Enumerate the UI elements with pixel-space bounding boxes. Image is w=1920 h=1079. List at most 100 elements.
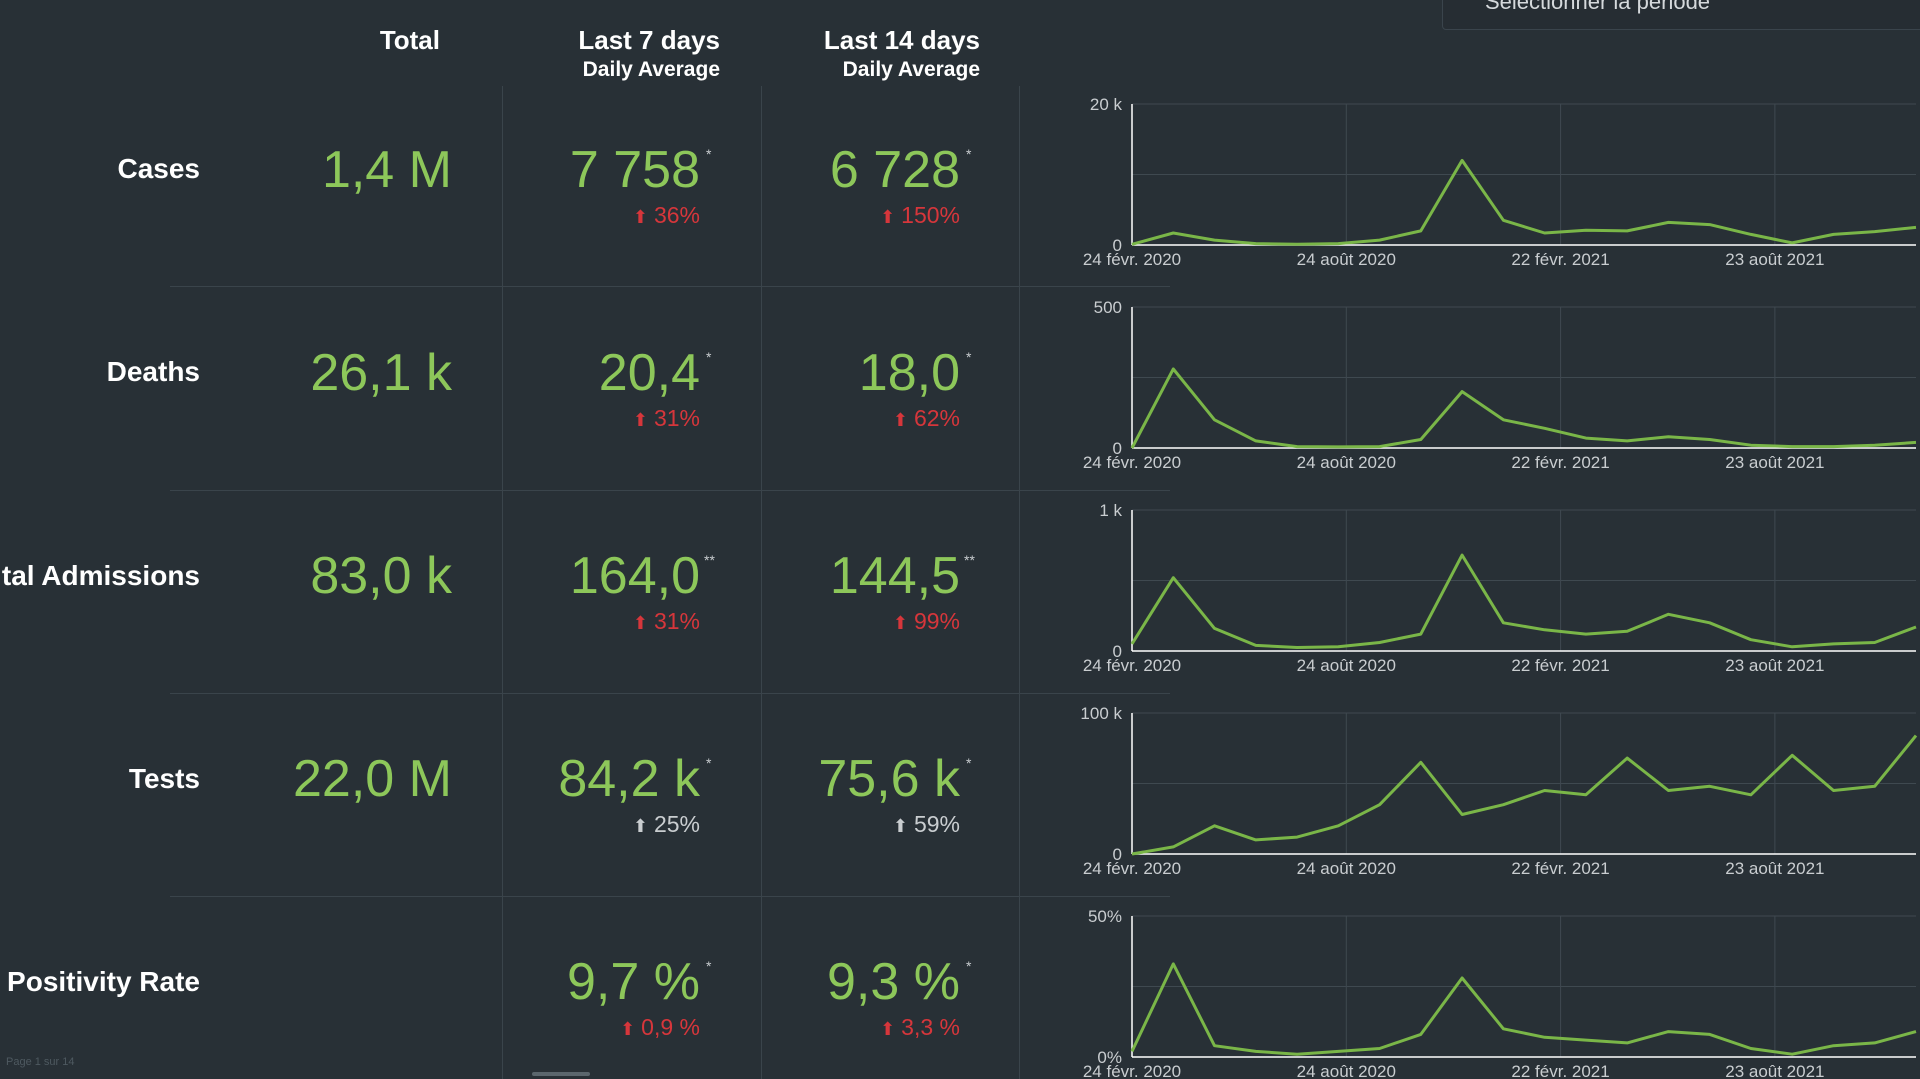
chg7-positivity: ⬆ 0,9 %	[620, 1014, 700, 1040]
avg7-positivity: 9,7 %	[567, 953, 700, 1011]
up-arrow-icon: ⬆	[632, 613, 648, 633]
avg14-tests: 75,6 k	[818, 750, 960, 808]
x-tick-label: 24 août 2020	[1297, 453, 1396, 472]
x-tick-label: 24 févr. 2020	[1083, 1062, 1181, 1079]
header-last7: Last 7 days	[578, 25, 720, 55]
avg14-deaths: 18,0	[858, 344, 960, 402]
avg14-cases: 6 728	[829, 141, 960, 199]
row-divider	[170, 286, 1170, 287]
deaths-chart: 24 févr. 2020 24 août 2020 22 févr. 2021 23…	[1083, 298, 1917, 472]
horizontal-scrollbar[interactable]	[532, 1072, 590, 1076]
up-arrow-icon: ⬆	[632, 207, 648, 227]
row-label-tests: Tests	[128, 763, 200, 794]
avg7-tests: 84,2 k	[558, 750, 700, 808]
x-tick-label: 22 févr. 2021	[1511, 656, 1609, 675]
tests-chart: 24 févr. 2020 24 août 2020 22 févr. 2021 23…	[1080, 704, 1918, 878]
y-tick-label: 0	[1113, 439, 1122, 458]
header-last7-sub: Daily Average	[582, 58, 720, 81]
series-line	[1130, 367, 1917, 449]
series-line	[1131, 734, 1918, 856]
pager-text: Page 1 sur 14	[6, 1056, 75, 1068]
x-tick-label: 24 févr. 2020	[1083, 250, 1181, 269]
avg14-admissions-footnote: **	[964, 552, 975, 568]
chg7-tests: ⬆ 25%	[632, 811, 700, 837]
x-tick-label: 24 févr. 2020	[1083, 656, 1181, 675]
series-line	[1131, 158, 1917, 246]
chg14-positivity: ⬆ 3,3 %	[880, 1014, 960, 1040]
x-tick-label: 23 août 2021	[1725, 859, 1824, 878]
chg7-cases: ⬆ 36%	[632, 202, 700, 228]
total-cases: 1,4 M	[321, 141, 452, 199]
x-tick-label: 23 août 2021	[1725, 656, 1824, 675]
row-divider	[170, 896, 1170, 897]
x-tick-label: 24 août 2020	[1297, 1062, 1396, 1079]
y-tick-label: 0	[1113, 642, 1122, 661]
avg7-positivity-footnote: *	[706, 958, 712, 974]
y-tick-label: 0%	[1097, 1048, 1122, 1067]
avg7-admissions-footnote: **	[704, 552, 715, 568]
chg7-admissions: ⬆ 31%	[632, 608, 700, 634]
y-tick-label: 500	[1094, 298, 1122, 317]
chg14-admissions: ⬆ 99%	[892, 608, 960, 634]
chg14-cases: ⬆ 150%	[880, 202, 960, 228]
x-tick-label: 24 févr. 2020	[1083, 453, 1181, 472]
up-arrow-icon: ⬆	[892, 816, 908, 836]
series-line	[1130, 962, 1917, 1056]
column-divider	[1019, 86, 1020, 1079]
avg7-admissions: 164,0	[569, 547, 700, 605]
chg14-deaths: ⬆ 62%	[892, 405, 960, 431]
up-arrow-icon: ⬆	[880, 1019, 896, 1039]
x-tick-label: 24 août 2020	[1297, 250, 1396, 269]
header-last14: Last 14 days	[823, 25, 980, 55]
row-label-positivity-rate: Positivity Rate	[7, 966, 200, 997]
column-header-7days: Last 7 days Daily Average	[520, 24, 720, 84]
y-tick-label: 20 k	[1090, 95, 1123, 114]
period-selector[interactable]: Sélectionner la période	[1442, 0, 1920, 30]
total-admissions: 83,0 k	[310, 547, 452, 605]
series-line	[1130, 553, 1917, 649]
cases-chart: 24 févr. 2020 24 août 2020 22 févr. 2021 23…	[1083, 95, 1917, 269]
x-tick-label: 24 août 2020	[1297, 656, 1396, 675]
x-tick-label: 23 août 2021	[1725, 250, 1824, 269]
avg14-tests-footnote: *	[966, 755, 972, 771]
header-total: Total	[379, 25, 440, 55]
chg14-tests: ⬆ 59%	[892, 811, 960, 837]
avg14-cases-footnote: *	[966, 146, 972, 162]
x-tick-label: 24 févr. 2020	[1083, 859, 1181, 878]
positivity-chart: 24 févr. 2020 24 août 2020 22 févr. 2021 23…	[1083, 907, 1917, 1079]
avg14-positivity: 9,3 %	[827, 953, 960, 1011]
column-header-14days: Last 14 days Daily Average	[780, 24, 980, 84]
x-tick-label: 22 févr. 2021	[1511, 250, 1609, 269]
y-tick-label: 0	[1113, 236, 1122, 255]
column-divider	[502, 86, 503, 1079]
avg14-admissions: 144,5	[829, 547, 960, 605]
row-divider	[170, 490, 1170, 491]
y-tick-label: 100 k	[1080, 704, 1122, 723]
row-label-cases: Cases	[117, 153, 200, 184]
avg7-cases: 7 758	[569, 141, 700, 199]
avg7-tests-footnote: *	[706, 755, 712, 771]
up-arrow-icon: ⬆	[632, 816, 648, 836]
avg14-positivity-footnote: *	[966, 958, 972, 974]
avg7-cases-footnote: *	[706, 146, 712, 162]
x-tick-label: 23 août 2021	[1725, 1062, 1824, 1079]
chg7-deaths: ⬆ 31%	[632, 405, 700, 431]
y-tick-label: 0	[1113, 845, 1122, 864]
x-tick-label: 22 févr. 2021	[1511, 1062, 1609, 1079]
y-tick-label: 1 k	[1099, 501, 1122, 520]
header-last14-sub: Daily Average	[842, 58, 980, 81]
admissions-chart: 24 févr. 2020 24 août 2020 22 févr. 2021 23…	[1083, 501, 1917, 675]
column-header-total: Total	[330, 24, 440, 56]
total-tests: 22,0 M	[293, 750, 452, 808]
x-tick-label: 24 août 2020	[1297, 859, 1396, 878]
total-deaths: 26,1 k	[310, 344, 452, 402]
up-arrow-icon: ⬆	[880, 207, 896, 227]
avg7-deaths-footnote: *	[706, 349, 712, 365]
x-tick-label: 23 août 2021	[1725, 453, 1824, 472]
up-arrow-icon: ⬆	[632, 410, 648, 430]
y-tick-label: 50%	[1088, 907, 1122, 926]
column-divider	[761, 86, 762, 1079]
avg7-deaths: 20,4	[598, 344, 700, 402]
avg14-deaths-footnote: *	[966, 349, 972, 365]
